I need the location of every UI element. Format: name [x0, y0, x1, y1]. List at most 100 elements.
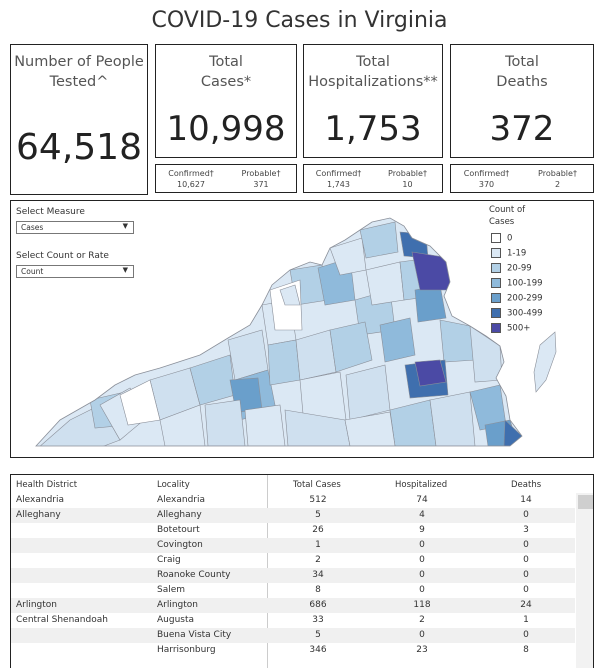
- legend-label: 300-499: [507, 308, 543, 319]
- legend-item-100-199[interactable]: 100-199: [491, 278, 543, 289]
- table-row[interactable]: Arlington Arlington 686 118 24: [11, 598, 575, 613]
- table-row[interactable]: Central Shenandoah Augusta 33 2 1: [11, 613, 575, 628]
- table-row[interactable]: Harrisonburg 346 23 8: [11, 643, 575, 658]
- hosp-probable-value: 10: [402, 180, 413, 189]
- legend-swatch: [491, 278, 501, 288]
- cases-value: 10,998: [166, 109, 286, 149]
- cell-deaths: 3: [523, 525, 529, 535]
- cell-cases: 512: [309, 495, 327, 505]
- tested-label-2: Tested^: [49, 74, 109, 90]
- legend-item-1-19[interactable]: 1-19: [491, 248, 526, 259]
- legend-item-20-99[interactable]: 20-99: [491, 263, 532, 274]
- cases-breakdown: Confirmed† Probable† 10,627 371: [155, 164, 297, 193]
- count-select-value: Count: [21, 267, 44, 276]
- cell-deaths: 0: [523, 555, 529, 565]
- cell-hosp: 9: [419, 525, 425, 535]
- cell-cases: 1: [315, 540, 321, 550]
- legend-item-300-499[interactable]: 300-499: [491, 308, 543, 319]
- cell-deaths: 0: [523, 630, 529, 640]
- legend-title: Count of Cases: [489, 204, 525, 228]
- chevron-down-icon: ▼: [122, 222, 128, 230]
- legend-item-0[interactable]: 0: [491, 233, 512, 244]
- hosp-breakdown: Confirmed† Probable† 1,743 10: [303, 164, 443, 193]
- table-row[interactable]: Buena Vista City 5 0 0: [11, 628, 575, 643]
- tested-value: 64,518: [16, 127, 142, 168]
- deaths-probable-value: 2: [554, 180, 561, 189]
- legend-swatch: [491, 248, 501, 258]
- deaths-breakdown: Confirmed† Probable† 370 2: [450, 164, 594, 193]
- cases-probable-value: 371: [253, 180, 269, 189]
- table-row[interactable]: Covington 1 0 0: [11, 538, 575, 553]
- cell-hosp: 0: [419, 555, 425, 565]
- header-locality[interactable]: Locality: [157, 480, 190, 490]
- legend-label: 1-19: [507, 248, 527, 259]
- cell-deaths: 24: [520, 600, 532, 610]
- virginia-map[interactable]: [0, 0, 599, 470]
- cell-cases: 8: [315, 585, 321, 595]
- tested-card: Number of People Tested^ 64,518: [10, 44, 148, 195]
- header-health-district[interactable]: Health District: [16, 480, 78, 490]
- cell-hosp: 23: [416, 645, 428, 655]
- legend-item-500-plus[interactable]: 500+: [491, 323, 530, 334]
- cell-deaths: 0: [523, 585, 529, 595]
- cases-confirmed-value: 10,627: [177, 180, 205, 189]
- cell-locality: Alexandria: [157, 495, 206, 505]
- cases-confirmed-label: Confirmed†: [168, 169, 214, 178]
- legend-swatch: [491, 263, 501, 273]
- legend-item-200-299[interactable]: 200-299: [491, 293, 543, 304]
- deaths-value: 372: [489, 109, 555, 149]
- cell-locality: Covington: [157, 540, 203, 550]
- hosp-probable-label: Probable†: [388, 169, 427, 178]
- cell-cases: 34: [312, 570, 324, 580]
- header-deaths[interactable]: Deaths: [511, 480, 542, 490]
- chevron-down-icon: ▼: [122, 266, 128, 274]
- measure-select[interactable]: Cases ▼: [16, 221, 134, 234]
- cell-hosp: 2: [419, 615, 425, 625]
- cell-hosp: 0: [419, 630, 425, 640]
- header-hospitalized[interactable]: Hospitalized: [395, 480, 448, 490]
- table-scrollbar[interactable]: [576, 493, 593, 668]
- cell-district: Central Shenandoah: [16, 615, 108, 625]
- hosp-value: 1,753: [324, 109, 422, 149]
- cell-cases: 26: [312, 525, 324, 535]
- deaths-label-1: Total: [505, 54, 539, 70]
- cases-label-1: Total: [209, 54, 243, 70]
- cell-cases: 33: [312, 615, 324, 625]
- hosp-label-1: Total: [356, 54, 390, 70]
- cell-district: Alexandria: [16, 495, 65, 505]
- table-row[interactable]: Craig 2 0 0: [11, 553, 575, 568]
- scrollbar-thumb[interactable]: [578, 495, 593, 509]
- deaths-card: Total Deaths 372: [450, 44, 594, 158]
- legend-swatch: [491, 308, 501, 318]
- legend-swatch: [491, 323, 501, 333]
- cell-hosp: 0: [419, 570, 425, 580]
- cell-locality: Salem: [157, 585, 186, 595]
- cell-deaths: 0: [523, 570, 529, 580]
- header-total-cases[interactable]: Total Cases: [293, 480, 341, 490]
- legend-label: 100-199: [507, 278, 543, 289]
- cell-hosp: 74: [416, 495, 428, 505]
- cell-deaths: 0: [523, 540, 529, 550]
- cell-hosp: 0: [419, 540, 425, 550]
- cell-locality: Harrisonburg: [157, 645, 216, 655]
- cell-locality: Alleghany: [157, 510, 202, 520]
- legend-title-line1: Count of: [489, 205, 526, 215]
- cell-cases: 686: [309, 600, 327, 610]
- page-title: COVID-19 Cases in Virginia: [151, 8, 448, 33]
- cases-card: Total Cases* 10,998: [155, 44, 297, 158]
- cell-deaths: 1: [523, 615, 529, 625]
- table-row[interactable]: Alexandria Alexandria 512 74 14: [11, 493, 575, 508]
- legend-label: 200-299: [507, 293, 543, 304]
- count-select[interactable]: Count ▼: [16, 265, 134, 278]
- hosp-label-2: Hospitalizations**: [308, 74, 438, 90]
- legend-label: 500+: [507, 323, 531, 334]
- deaths-confirmed-label: Confirmed†: [463, 169, 510, 178]
- hosp-card: Total Hospitalizations** 1,753: [303, 44, 443, 158]
- table-row[interactable]: Botetourt 26 9 3: [11, 523, 575, 538]
- table-row[interactable]: Salem 8 0 0: [11, 583, 575, 598]
- table-row[interactable]: Roanoke County 34 0 0: [11, 568, 575, 583]
- table-header: Health District Locality Total Cases Hos…: [11, 475, 593, 493]
- table-row[interactable]: Alleghany Alleghany 5 4 0: [11, 508, 575, 523]
- cases-label-2: Cases*: [200, 74, 252, 90]
- legend-swatch: [491, 233, 501, 243]
